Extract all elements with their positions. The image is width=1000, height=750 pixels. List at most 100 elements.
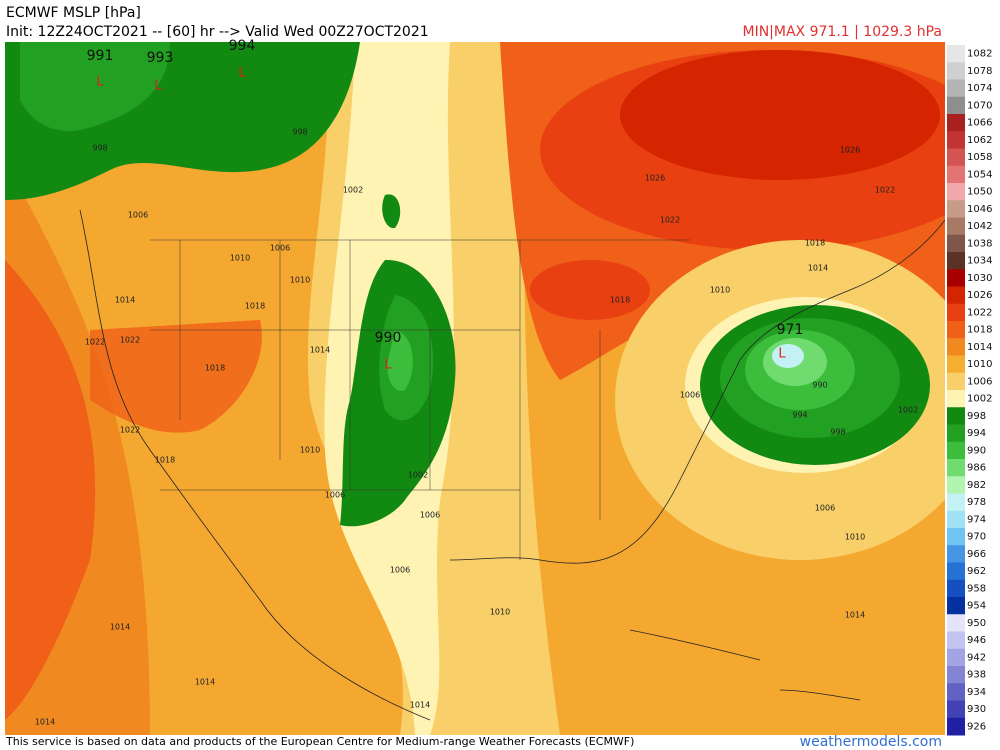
credit: This service is based on data and produc… [5,735,634,748]
colorbar-label: 994 [967,428,986,439]
colorbar-label: 1074 [967,83,992,94]
colorbar-label: 1030 [967,273,992,284]
low-value: 993 [147,50,174,66]
colorbar-label: 982 [967,480,986,491]
contour-label: 1018 [245,302,265,311]
colorbar-swatch [947,528,965,546]
contour-label: 1014 [410,701,430,710]
contour-label: 1014 [110,623,130,632]
contour-label: 1022 [120,426,140,435]
colorbar-label: 986 [967,463,986,474]
colorbar-label: 1018 [967,325,992,336]
map [5,42,945,735]
contour-label: 1026 [645,174,665,183]
contour-label: 1010 [300,446,320,455]
low-marker: L [778,347,786,362]
contour-label: 1022 [85,338,105,347]
colorbar-swatch [947,700,965,719]
colorbar-label: 1026 [967,290,992,301]
contour-label: 1018 [610,296,630,305]
colorbar-label: 990 [967,445,986,456]
colorbar-swatch [947,579,965,598]
colorbar-label: 1082 [967,49,992,60]
title: ECMWF MSLP [hPa] [6,5,141,21]
colorbar-label: 1022 [967,307,992,318]
contour-label: 1010 [710,286,730,295]
region [90,320,262,433]
colorbar-swatch [947,459,965,477]
colorbar-label: 970 [967,532,986,543]
contour-label: 1010 [290,276,310,285]
colorbar-label: 930 [967,704,986,715]
colorbar-swatch [947,597,965,615]
colorbar-swatch [947,372,965,391]
contour-label: 1006 [390,566,410,575]
contour-label: 1014 [195,678,215,687]
colorbar-swatch [947,631,965,650]
colorbar-swatch [947,62,965,80]
colorbar-swatch [947,234,965,253]
colorbar-swatch [947,131,965,149]
colorbar-label: 962 [967,566,986,577]
contour-label: 998 [830,428,845,437]
colorbar-label: 958 [967,583,986,594]
region [772,344,804,368]
colorbar-swatch [947,476,965,494]
colorbar-swatch [947,562,965,581]
colorbar-swatch [947,148,965,167]
site-link[interactable]: weathermodels.com [800,734,942,750]
contour-label: 1010 [490,608,510,617]
borders [150,239,690,560]
colorbar-label: 1054 [967,169,992,180]
low-marker: L [154,79,162,94]
colorbar-swatch [947,96,965,115]
colorbar-label: 946 [967,635,986,646]
colorbar-swatch [947,114,965,132]
colorbar-label: 1070 [967,100,992,111]
colorbar-swatch [947,510,965,529]
contour-label: 1018 [805,239,825,248]
colorbar-swatch [947,407,965,425]
colorbar-label: 1042 [967,221,992,232]
colorbar-swatch [947,45,965,63]
contour-label: 1006 [325,491,345,500]
region [20,42,170,131]
contour-label: 994 [792,411,807,420]
contour-label: 1002 [898,406,918,415]
contour-label: 998 [292,128,307,137]
colorbar-swatch [947,424,965,443]
colorbar-label: 1046 [967,204,992,215]
contour-label: 1022 [660,216,680,225]
colorbar-label: 954 [967,601,986,612]
colorbar-swatch [947,666,965,684]
init-line: Init: 12Z24OCT2021 -- [60] hr --> Valid … [6,24,429,40]
low-value: 971 [777,322,804,338]
contour-label: 1026 [840,146,860,155]
colorbar-swatch [947,545,965,563]
colorbar-label: 1006 [967,376,992,387]
contour-label: 1006 [420,511,440,520]
low-marker: L [384,358,392,373]
colorbar-swatch [947,286,965,305]
colorbar-swatch [947,217,965,236]
contour-label: 1014 [35,718,55,727]
colorbar-label: 926 [967,721,986,732]
colorbar-swatch [947,683,965,701]
colorbar-swatch [947,200,965,218]
colorbar-label: 950 [967,618,986,629]
colorbar-label: 1038 [967,238,992,249]
colorbar-swatch [947,355,965,374]
colorbar-swatch [947,338,965,356]
low-marker: L [96,75,104,90]
colorbar-swatch [947,441,965,460]
colorbar-swatch [947,321,965,339]
contour-label: 1010 [845,533,865,542]
coastline [79,209,945,721]
region [387,330,413,391]
min-max: MIN|MAX 971.1 | 1029.3 hPa [743,24,943,40]
low-marker: L [238,66,246,81]
contour-label: 1014 [115,296,135,305]
colorbar-swatch [947,183,965,201]
region [620,50,940,180]
